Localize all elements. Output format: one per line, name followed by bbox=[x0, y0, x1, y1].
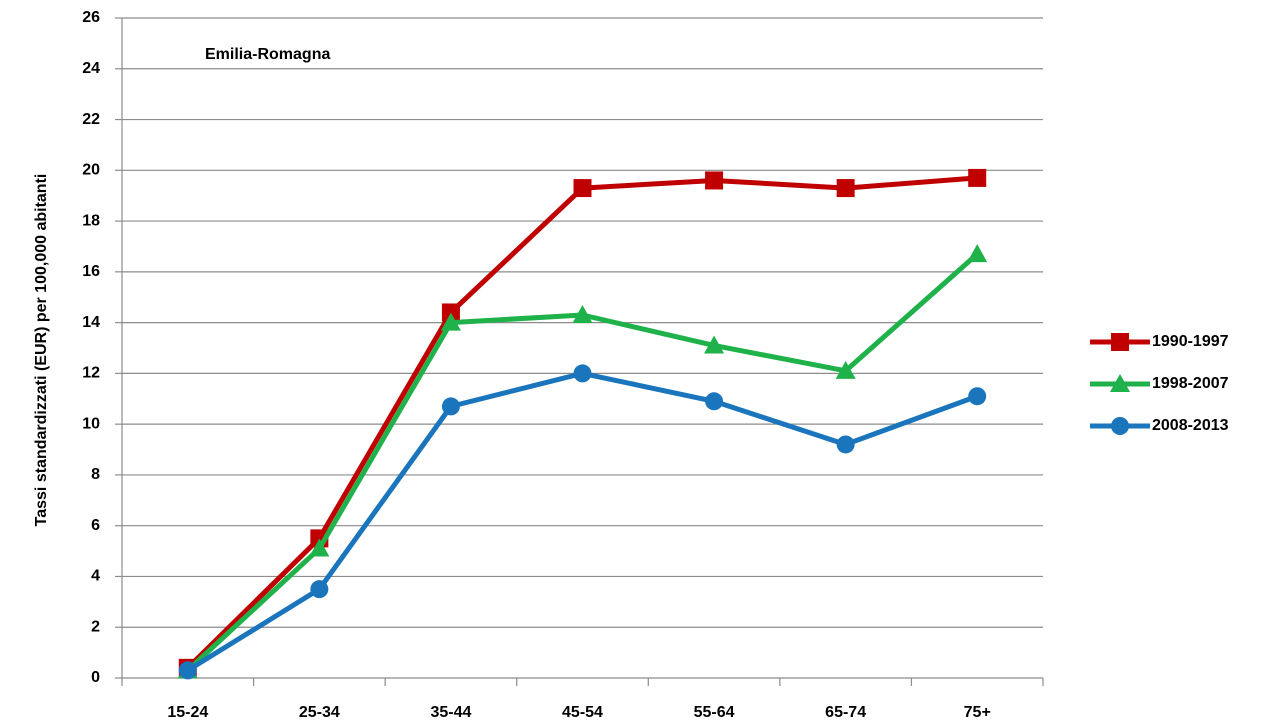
marker bbox=[705, 392, 724, 411]
y-tick-label: 12 bbox=[82, 365, 100, 382]
y-tick-label: 20 bbox=[82, 162, 100, 179]
x-tick-label: 75+ bbox=[964, 704, 991, 721]
marker bbox=[836, 179, 855, 198]
marker bbox=[704, 335, 725, 354]
marker bbox=[441, 397, 460, 416]
marker bbox=[705, 171, 724, 190]
marker bbox=[1110, 374, 1130, 392]
marker bbox=[968, 168, 987, 187]
y-axis-label: Tassi standardizzati (EUR) per 100,000 a… bbox=[33, 174, 50, 527]
series-line bbox=[186, 370, 979, 673]
y-tick-label: 4 bbox=[91, 568, 100, 585]
y-tick-label: 22 bbox=[82, 111, 100, 128]
y-tick-label: 0 bbox=[91, 669, 100, 686]
legend-label: 1990-1997 bbox=[1152, 333, 1229, 350]
marker bbox=[309, 538, 330, 557]
y-tick-label: 24 bbox=[82, 60, 100, 77]
y-tick-label: 18 bbox=[82, 212, 100, 229]
marker bbox=[968, 387, 987, 406]
legend-label: 1998-2007 bbox=[1152, 375, 1229, 392]
annotation: Emilia-Romagna bbox=[205, 46, 330, 63]
y-tick-label: 14 bbox=[82, 314, 100, 331]
marker bbox=[441, 303, 460, 322]
y-tick-label: 2 bbox=[91, 618, 100, 635]
marker bbox=[835, 360, 856, 379]
marker bbox=[1111, 333, 1129, 351]
marker bbox=[967, 244, 988, 263]
y-tick-label: 16 bbox=[82, 263, 100, 280]
x-tick-label: 65-74 bbox=[825, 704, 866, 721]
x-tick-label: 35-44 bbox=[430, 704, 471, 721]
x-tick-label: 25-34 bbox=[299, 704, 340, 721]
x-tick-label: 45-54 bbox=[562, 704, 603, 721]
y-tick-label: 8 bbox=[91, 466, 100, 483]
marker bbox=[572, 305, 593, 323]
marker bbox=[1111, 417, 1129, 435]
y-tick-label: 6 bbox=[91, 517, 100, 534]
x-tick-label: 55-64 bbox=[694, 704, 735, 721]
y-tick-label: 10 bbox=[82, 415, 100, 432]
marker bbox=[573, 179, 592, 198]
marker bbox=[178, 661, 197, 680]
y-tick-label: 26 bbox=[82, 9, 100, 26]
marker bbox=[440, 312, 461, 331]
legend-label: 2008-2013 bbox=[1152, 417, 1229, 434]
marker bbox=[836, 435, 855, 454]
x-tick-label: 15-24 bbox=[167, 704, 208, 721]
marker bbox=[310, 580, 329, 599]
marker bbox=[573, 364, 592, 383]
